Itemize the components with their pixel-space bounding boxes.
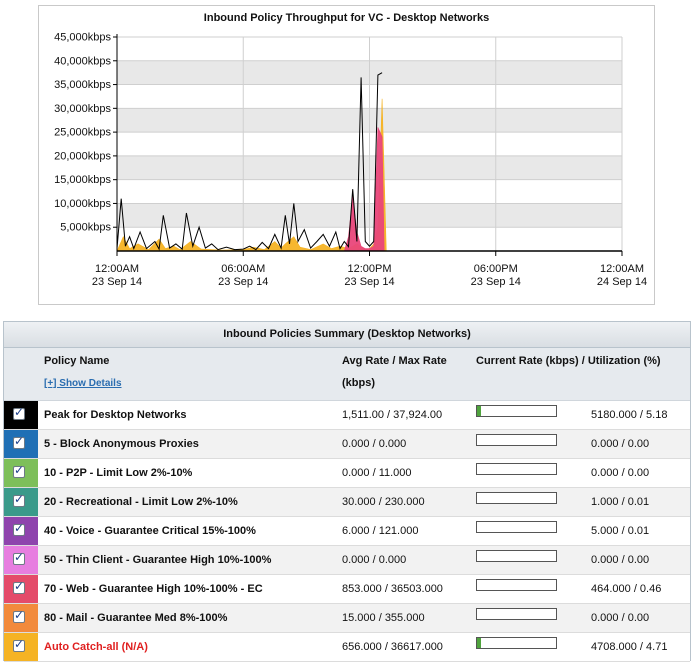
- utilization-bar: [476, 405, 557, 417]
- policy-row: Auto Catch-all (N/A) 656.000 / 36617.000 4…: [4, 633, 690, 662]
- summary-title: Inbound Policies Summary (Desktop Networ…: [4, 322, 690, 348]
- policy-color-swatch: [4, 633, 38, 661]
- policy-row: 50 - Thin Client - Guarantee High 10%-10…: [4, 546, 690, 575]
- x-tick-label-date: 24 Sep 14: [597, 276, 647, 288]
- policy-avg-max-rate: 15.000 / 355.000: [342, 612, 425, 624]
- policy-checkbox[interactable]: [13, 550, 25, 565]
- policy-avg-max-rate: 0.000 / 11.000: [342, 467, 412, 479]
- y-tick-label: 15,000kbps: [54, 174, 111, 186]
- policy-avg-max-rate: 30.000 / 230.000: [342, 496, 425, 508]
- utilization-bar: [476, 608, 557, 620]
- policy-color-swatch: [4, 401, 38, 429]
- utilization-bar-fill: [477, 406, 482, 416]
- policy-name: 50 - Thin Client - Guarantee High 10%-10…: [44, 554, 272, 566]
- policy-name: Peak for Desktop Networks: [44, 409, 187, 421]
- policy-current-rate: 1.000 / 0.01: [591, 496, 650, 508]
- policy-avg-max-rate: 656.000 / 36617.000: [342, 641, 443, 653]
- policy-current-rate: 5180.000 / 5.18: [591, 409, 668, 421]
- policy-row: 10 - P2P - Limit Low 2%-10% 0.000 / 11.00…: [4, 459, 690, 488]
- policy-avg-max-rate: 0.000 / 0.000: [342, 554, 407, 566]
- policies-summary-panel: Inbound Policies Summary (Desktop Networ…: [3, 321, 691, 662]
- policy-avg-max-rate: 853.000 / 36503.000: [342, 583, 443, 595]
- policy-color-swatch: [4, 459, 38, 487]
- x-tick-label-time: 06:00PM: [474, 263, 518, 275]
- policy-name: 5 - Block Anonymous Proxies: [44, 438, 199, 450]
- policy-row: 70 - Web - Guarantee High 10%-100% - EC 8…: [4, 575, 690, 604]
- policy-row: Peak for Desktop Networks 1,511.00 / 37,9…: [4, 401, 690, 430]
- policy-avg-max-rate: 0.000 / 0.000: [342, 438, 407, 450]
- utilization-bar: [476, 579, 557, 591]
- y-tick-label: 10,000kbps: [54, 198, 111, 210]
- policy-row: 20 - Recreational - Limit Low 2%-10% 30.0…: [4, 488, 690, 517]
- policy-color-swatch: [4, 575, 38, 603]
- x-tick-label-time: 06:00AM: [221, 263, 265, 275]
- x-tick-label-date: 23 Sep 14: [471, 276, 521, 288]
- utilization-bar: [476, 434, 557, 446]
- policy-name: 10 - P2P - Limit Low 2%-10%: [44, 467, 193, 479]
- policy-color-swatch: [4, 430, 38, 458]
- throughput-chart-panel: 5,000kbps 10,000kbps 15,000kbps 20,000kbps 2…: [38, 5, 655, 305]
- x-tick-label-date: 23 Sep 14: [92, 276, 142, 288]
- policy-checkbox[interactable]: [13, 405, 25, 420]
- policy-checkbox[interactable]: [13, 579, 25, 594]
- col-header-policy-name: Policy Name: [44, 355, 110, 367]
- summary-header: Policy Name [+] Show Details Avg Rate / …: [4, 348, 690, 401]
- col-header-avg-max-unit: (kbps): [342, 377, 375, 389]
- utilization-bar-fill: [477, 638, 481, 648]
- series-line-0: [116, 72, 383, 251]
- utilization-bar: [476, 492, 557, 504]
- x-tick-label-date: 23 Sep 14: [218, 276, 268, 288]
- x-tick-label-time: 12:00PM: [347, 263, 391, 275]
- policy-name: Auto Catch-all (N/A): [44, 641, 148, 653]
- y-tick-label: 5,000kbps: [60, 222, 111, 234]
- policy-current-rate: 0.000 / 0.00: [591, 438, 650, 450]
- policy-table-body: Peak for Desktop Networks 1,511.00 / 37,9…: [4, 401, 690, 662]
- policy-color-swatch: [4, 488, 38, 516]
- policy-name: 40 - Voice - Guarantee Critical 15%-100%: [44, 525, 256, 537]
- policy-current-rate: 0.000 / 0.00: [591, 612, 650, 624]
- policy-color-swatch: [4, 604, 38, 632]
- policy-checkbox[interactable]: [13, 521, 25, 536]
- policy-avg-max-rate: 1,511.00 / 37,924.00: [342, 409, 443, 421]
- policy-current-rate: 0.000 / 0.00: [591, 554, 650, 566]
- policy-current-rate: 5.000 / 0.01: [591, 525, 650, 537]
- y-tick-label: 25,000kbps: [54, 127, 111, 139]
- policy-checkbox[interactable]: [13, 463, 25, 478]
- policy-name: 20 - Recreational - Limit Low 2%-10%: [44, 496, 238, 508]
- policy-color-swatch: [4, 546, 38, 574]
- y-tick-label: 45,000kbps: [54, 32, 111, 44]
- y-tick-label: 40,000kbps: [54, 55, 111, 67]
- x-tick-label-time: 12:00AM: [95, 263, 139, 275]
- policy-current-rate: 464.000 / 0.46: [591, 583, 662, 595]
- throughput-chart: 5,000kbps 10,000kbps 15,000kbps 20,000kbps 2…: [54, 32, 647, 289]
- utilization-bar: [476, 521, 557, 533]
- policy-checkbox[interactable]: [13, 492, 25, 507]
- policy-row: 80 - Mail - Guarantee Med 8%-100% 15.000 …: [4, 604, 690, 633]
- policy-current-rate: 0.000 / 0.00: [591, 467, 650, 479]
- x-tick-label-time: 12:00AM: [600, 263, 644, 275]
- col-header-avg-max: Avg Rate / Max Rate: [342, 355, 447, 367]
- show-details-link[interactable]: [+] Show Details: [44, 378, 122, 389]
- policy-current-rate: 4708.000 / 4.71: [591, 641, 668, 653]
- policy-checkbox[interactable]: [13, 434, 25, 449]
- policy-color-swatch: [4, 517, 38, 545]
- utilization-bar: [476, 550, 557, 562]
- y-tick-label: 30,000kbps: [54, 103, 111, 115]
- y-tick-label: 35,000kbps: [54, 79, 111, 91]
- policy-row: 40 - Voice - Guarantee Critical 15%-100%…: [4, 517, 690, 546]
- policy-checkbox[interactable]: [13, 608, 25, 623]
- utilization-bar: [476, 637, 557, 649]
- policy-name: 70 - Web - Guarantee High 10%-100% - EC: [44, 583, 263, 595]
- utilization-bar: [476, 463, 557, 475]
- y-tick-label: 20,000kbps: [54, 150, 111, 162]
- policy-avg-max-rate: 6.000 / 121.000: [342, 525, 419, 537]
- policy-name: 80 - Mail - Guarantee Med 8%-100%: [44, 612, 228, 624]
- x-tick-label-date: 23 Sep 14: [344, 276, 394, 288]
- chart-title: Inbound Policy Throughput for VC - Deskt…: [203, 12, 490, 24]
- policy-checkbox[interactable]: [13, 637, 25, 652]
- col-header-current-rate: Current Rate (kbps) / Utilization (%): [476, 355, 661, 367]
